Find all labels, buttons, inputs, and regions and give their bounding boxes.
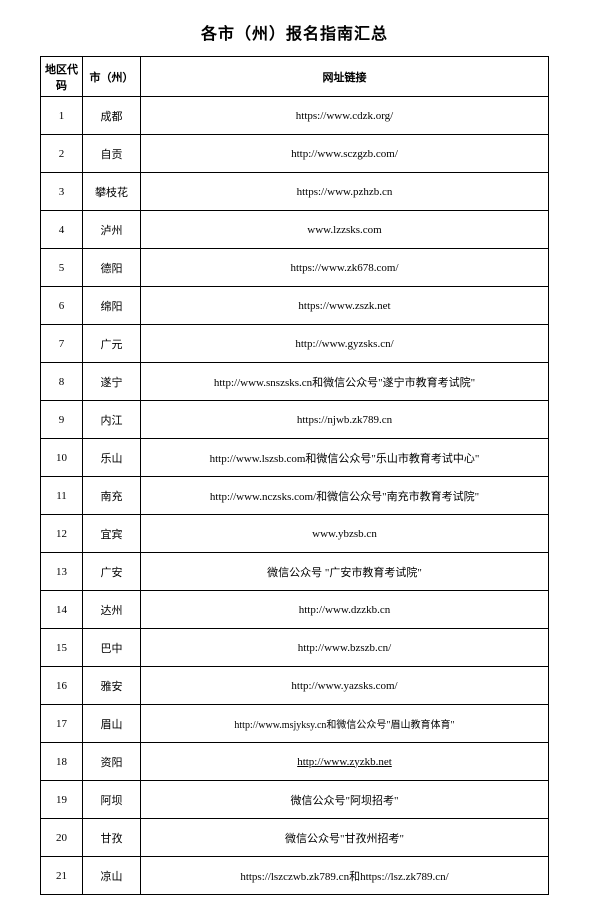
table-row: 1成都https://www.cdzk.org/ <box>41 97 549 135</box>
cell-url: http://www.zyzkb.net <box>141 743 549 781</box>
cell-code: 8 <box>41 363 83 401</box>
cell-code: 10 <box>41 439 83 477</box>
cell-code: 15 <box>41 629 83 667</box>
cell-url: 微信公众号 "广安市教育考试院" <box>141 553 549 591</box>
table-row: 21凉山https://lszczwb.zk789.cn和https://lsz… <box>41 857 549 895</box>
cell-city: 南充 <box>83 477 141 515</box>
table-row: 8遂宁http://www.snszsks.cn和微信公众号"遂宁市教育考试院" <box>41 363 549 401</box>
table-row: 3攀枝花https://www.pzhzb.cn <box>41 173 549 211</box>
cell-code: 16 <box>41 667 83 705</box>
cell-city: 内江 <box>83 401 141 439</box>
cell-url: https://www.zk678.com/ <box>141 249 549 287</box>
table-row: 9内江https://njwb.zk789.cn <box>41 401 549 439</box>
table-body: 1成都https://www.cdzk.org/2自贡http://www.sc… <box>41 97 549 895</box>
cell-code: 1 <box>41 97 83 135</box>
cell-url: 微信公众号"甘孜州招考" <box>141 819 549 857</box>
cell-code: 5 <box>41 249 83 287</box>
cell-city: 绵阳 <box>83 287 141 325</box>
cell-code: 3 <box>41 173 83 211</box>
cell-code: 18 <box>41 743 83 781</box>
cell-city: 遂宁 <box>83 363 141 401</box>
table-row: 14达州http://www.dzzkb.cn <box>41 591 549 629</box>
cell-url: 微信公众号"阿坝招考" <box>141 781 549 819</box>
cell-url: http://www.yazsks.com/ <box>141 667 549 705</box>
cell-code: 4 <box>41 211 83 249</box>
header-code: 地区代码 <box>41 57 83 97</box>
cell-url: http://www.dzzkb.cn <box>141 591 549 629</box>
table-row: 17眉山http://www.msjyksy.cn和微信公众号"眉山教育体育" <box>41 705 549 743</box>
cell-url: https://www.pzhzb.cn <box>141 173 549 211</box>
cell-city: 资阳 <box>83 743 141 781</box>
cell-city: 广安 <box>83 553 141 591</box>
table-row: 11南充http://www.nczsks.com/和微信公众号"南充市教育考试… <box>41 477 549 515</box>
cell-city: 乐山 <box>83 439 141 477</box>
cell-url: https://www.cdzk.org/ <box>141 97 549 135</box>
registration-guide-table: 地区代码 市（州） 网址链接 1成都https://www.cdzk.org/2… <box>40 56 549 895</box>
table-row: 20甘孜微信公众号"甘孜州招考" <box>41 819 549 857</box>
cell-url: https://njwb.zk789.cn <box>141 401 549 439</box>
table-row: 18资阳http://www.zyzkb.net <box>41 743 549 781</box>
page-title: 各市（州）报名指南汇总 <box>40 20 549 44</box>
cell-url: http://www.bzszb.cn/ <box>141 629 549 667</box>
cell-url: http://www.sczgzb.com/ <box>141 135 549 173</box>
cell-code: 20 <box>41 819 83 857</box>
table-row: 12宜宾www.ybzsb.cn <box>41 515 549 553</box>
table-row: 10乐山http://www.lszsb.com和微信公众号"乐山市教育考试中心… <box>41 439 549 477</box>
cell-city: 自贡 <box>83 135 141 173</box>
header-url: 网址链接 <box>141 57 549 97</box>
cell-city: 凉山 <box>83 857 141 895</box>
cell-code: 6 <box>41 287 83 325</box>
cell-city: 阿坝 <box>83 781 141 819</box>
table-row: 13广安微信公众号 "广安市教育考试院" <box>41 553 549 591</box>
cell-city: 眉山 <box>83 705 141 743</box>
cell-code: 12 <box>41 515 83 553</box>
cell-url: www.lzzsks.com <box>141 211 549 249</box>
cell-url: http://www.lszsb.com和微信公众号"乐山市教育考试中心" <box>141 439 549 477</box>
table-row: 5德阳https://www.zk678.com/ <box>41 249 549 287</box>
cell-city: 甘孜 <box>83 819 141 857</box>
cell-city: 巴中 <box>83 629 141 667</box>
cell-url: http://www.gyzsks.cn/ <box>141 325 549 363</box>
cell-city: 攀枝花 <box>83 173 141 211</box>
cell-code: 11 <box>41 477 83 515</box>
table-row: 19阿坝微信公众号"阿坝招考" <box>41 781 549 819</box>
header-city: 市（州） <box>83 57 141 97</box>
table-row: 16雅安http://www.yazsks.com/ <box>41 667 549 705</box>
cell-url: www.ybzsb.cn <box>141 515 549 553</box>
cell-city: 德阳 <box>83 249 141 287</box>
table-row: 7广元http://www.gyzsks.cn/ <box>41 325 549 363</box>
cell-code: 2 <box>41 135 83 173</box>
cell-city: 宜宾 <box>83 515 141 553</box>
table-row: 6绵阳https://www.zszk.net <box>41 287 549 325</box>
cell-code: 21 <box>41 857 83 895</box>
table-row: 2自贡http://www.sczgzb.com/ <box>41 135 549 173</box>
cell-city: 成都 <box>83 97 141 135</box>
cell-city: 泸州 <box>83 211 141 249</box>
cell-code: 9 <box>41 401 83 439</box>
cell-city: 雅安 <box>83 667 141 705</box>
cell-url: http://www.nczsks.com/和微信公众号"南充市教育考试院" <box>141 477 549 515</box>
cell-city: 广元 <box>83 325 141 363</box>
cell-code: 14 <box>41 591 83 629</box>
cell-url: https://lszczwb.zk789.cn和https://lsz.zk7… <box>141 857 549 895</box>
table-header-row: 地区代码 市（州） 网址链接 <box>41 57 549 97</box>
cell-code: 19 <box>41 781 83 819</box>
table-row: 15巴中http://www.bzszb.cn/ <box>41 629 549 667</box>
table-row: 4泸州www.lzzsks.com <box>41 211 549 249</box>
cell-city: 达州 <box>83 591 141 629</box>
cell-code: 7 <box>41 325 83 363</box>
cell-code: 17 <box>41 705 83 743</box>
cell-url: http://www.msjyksy.cn和微信公众号"眉山教育体育" <box>141 705 549 743</box>
cell-code: 13 <box>41 553 83 591</box>
cell-url: https://www.zszk.net <box>141 287 549 325</box>
cell-url: http://www.snszsks.cn和微信公众号"遂宁市教育考试院" <box>141 363 549 401</box>
